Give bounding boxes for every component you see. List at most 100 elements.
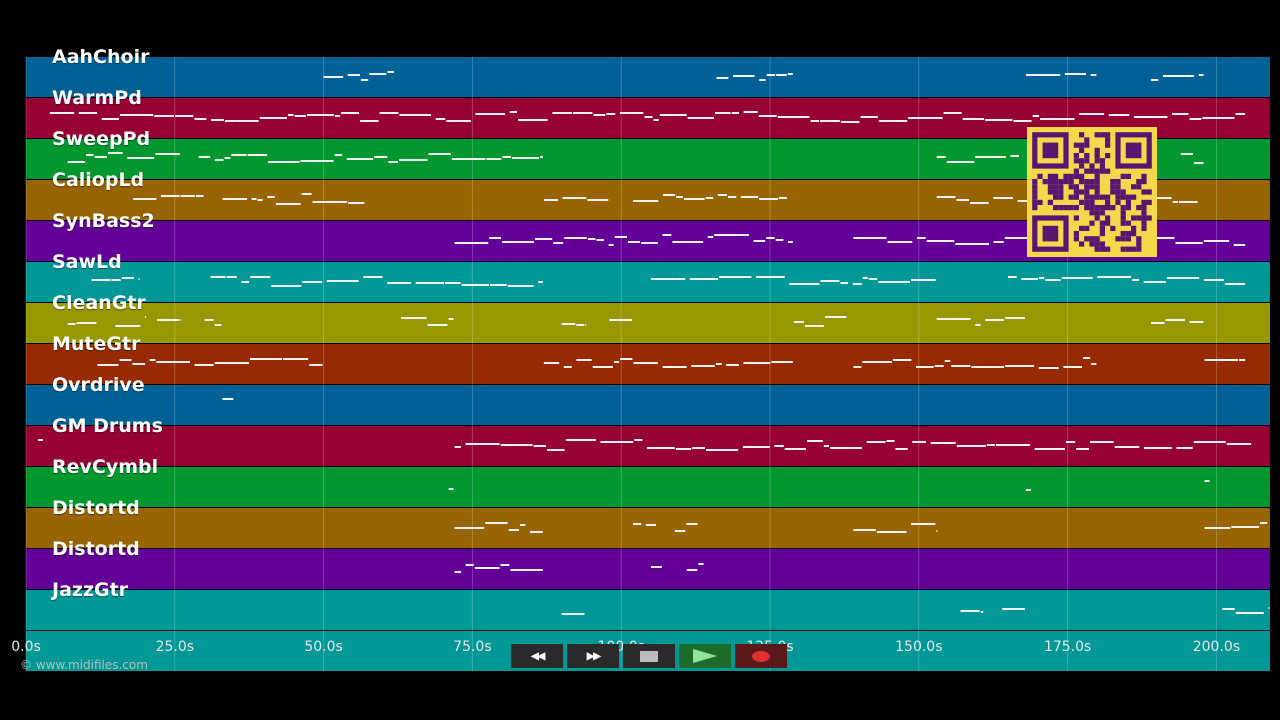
note	[1045, 279, 1061, 281]
lane-label: AahChoir	[52, 46, 150, 68]
qr-module	[1073, 168, 1079, 174]
qr-module	[1099, 168, 1105, 174]
qr-module	[1063, 179, 1069, 185]
play-button[interactable]	[679, 644, 731, 668]
qr-module	[1079, 199, 1085, 205]
note	[824, 316, 847, 318]
qr-module	[1094, 184, 1100, 190]
qr-module	[1073, 205, 1079, 211]
qr-module	[1037, 199, 1043, 205]
note	[1097, 276, 1132, 278]
record-button[interactable]	[735, 644, 787, 668]
note	[946, 161, 975, 163]
note	[892, 359, 912, 361]
note	[628, 241, 641, 243]
qr-module	[1084, 194, 1090, 200]
note	[572, 112, 593, 114]
note	[1176, 447, 1193, 449]
note	[241, 281, 250, 283]
note	[267, 196, 275, 198]
qr-module	[1120, 210, 1126, 216]
note	[119, 114, 154, 116]
note	[194, 364, 214, 366]
note	[740, 196, 759, 198]
note	[309, 364, 323, 366]
note	[714, 234, 749, 236]
note	[593, 114, 606, 116]
qr-module	[1073, 142, 1079, 148]
note	[1162, 75, 1195, 77]
qr-module	[1125, 246, 1131, 252]
note	[435, 118, 446, 120]
note	[1114, 446, 1140, 448]
note	[127, 157, 155, 159]
note	[474, 567, 500, 569]
qr-module	[1141, 210, 1147, 216]
note	[1150, 322, 1165, 324]
note	[653, 119, 659, 121]
qr-module	[1094, 132, 1100, 138]
qr-module	[1089, 205, 1095, 211]
note	[1151, 197, 1172, 199]
note	[926, 240, 955, 242]
note	[174, 115, 194, 117]
qr-module	[1094, 153, 1100, 159]
qr-module	[1053, 189, 1059, 195]
note	[1180, 153, 1193, 155]
note	[1189, 321, 1204, 323]
note	[194, 118, 207, 120]
note	[346, 158, 374, 160]
note	[766, 237, 775, 239]
note	[446, 120, 471, 122]
note	[454, 571, 462, 573]
lane-label: RevCymbl	[52, 456, 159, 478]
note	[360, 120, 379, 122]
lane-9	[26, 426, 1270, 466]
note	[596, 239, 605, 241]
qr-module	[1079, 179, 1085, 185]
note	[1064, 73, 1087, 75]
qr-module	[1131, 194, 1137, 200]
note	[180, 195, 195, 197]
note	[970, 202, 989, 204]
record-icon	[752, 650, 770, 662]
stop-button[interactable]	[623, 644, 675, 668]
note	[454, 527, 485, 529]
note	[705, 449, 739, 451]
qr-module	[1099, 246, 1105, 252]
note	[363, 276, 383, 278]
qr-module	[1120, 205, 1126, 211]
fast-forward-button[interactable]: ▶▶	[567, 644, 619, 668]
note	[507, 285, 534, 287]
qr-module	[1094, 173, 1100, 179]
note	[224, 120, 259, 122]
qr-module	[1136, 184, 1142, 190]
qr-module	[1099, 241, 1105, 247]
note	[936, 318, 971, 320]
qr-module	[1105, 132, 1111, 138]
qr-module	[1089, 179, 1095, 185]
qr-module	[1084, 184, 1090, 190]
rewind-button[interactable]: ◀◀	[511, 644, 563, 668]
lane-label: JazzGtr	[52, 579, 129, 601]
lane-13	[26, 590, 1270, 630]
note	[369, 73, 387, 75]
note	[1005, 365, 1035, 367]
note	[465, 443, 500, 445]
note	[620, 358, 633, 360]
note	[911, 279, 936, 281]
qr-module	[1146, 215, 1152, 221]
qr-module	[1058, 189, 1064, 195]
qr-module	[1079, 173, 1085, 179]
qr-module	[1053, 173, 1059, 179]
qr-module	[1110, 189, 1116, 195]
note	[787, 73, 793, 75]
note	[210, 119, 224, 121]
note	[1063, 366, 1083, 368]
qr-module	[1094, 205, 1100, 211]
qr-module	[1131, 231, 1137, 237]
note	[675, 448, 692, 450]
note	[936, 156, 946, 158]
note	[912, 441, 927, 443]
qr-module	[1105, 199, 1111, 205]
